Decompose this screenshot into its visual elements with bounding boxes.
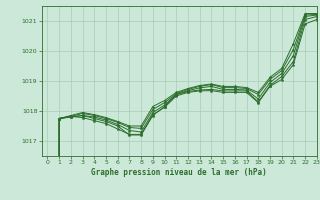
X-axis label: Graphe pression niveau de la mer (hPa): Graphe pression niveau de la mer (hPa) bbox=[91, 168, 267, 177]
